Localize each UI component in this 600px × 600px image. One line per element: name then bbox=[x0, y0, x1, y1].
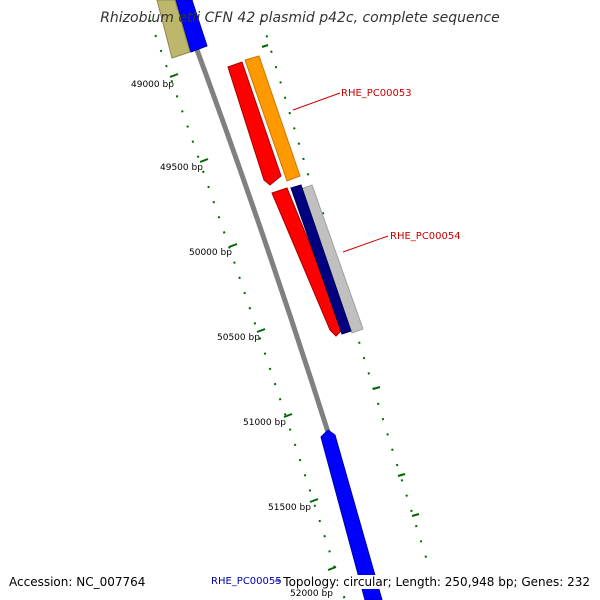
tick-label: 50000 bp bbox=[189, 248, 232, 258]
topology-summary: Topology: circular; Length: 250,948 bp; … bbox=[281, 575, 590, 589]
major-tick bbox=[328, 567, 336, 570]
outer-major-tick bbox=[412, 514, 419, 516]
accession-text: Accession: NC_007764 bbox=[9, 575, 145, 589]
major-tick bbox=[170, 74, 178, 77]
tick-label: 52000 bp bbox=[290, 589, 333, 599]
major-tick bbox=[200, 159, 208, 162]
label-leader-line bbox=[343, 236, 388, 252]
tick-label: 49000 bp bbox=[131, 80, 174, 90]
outer-major-tick bbox=[262, 45, 268, 47]
tick-label: 51000 bp bbox=[243, 418, 286, 428]
tick-label: 51500 bp bbox=[268, 503, 311, 513]
tick-label: 49500 bp bbox=[160, 163, 203, 173]
outer-major-tick bbox=[373, 387, 380, 389]
gene-label-rhe-pc00054[interactable]: RHE_PC00054 bbox=[390, 231, 461, 242]
map-title: Rhizobium etli CFN 42 plasmid p42c, comp… bbox=[0, 10, 600, 26]
major-tick bbox=[257, 329, 265, 332]
outer-major-tick bbox=[398, 474, 405, 476]
gene-label-rhe-pc00055-wrap: RHE_PC00055 bbox=[205, 572, 285, 588]
label-leader-line bbox=[293, 93, 340, 110]
gene-label-rhe-pc00053[interactable]: RHE_PC00053 bbox=[341, 88, 412, 99]
gene-label-rhe-pc00055[interactable]: RHE_PC00055 bbox=[211, 576, 282, 587]
major-tick bbox=[229, 244, 237, 247]
tick-label: 50500 bp bbox=[217, 333, 260, 343]
major-tick bbox=[310, 499, 318, 502]
